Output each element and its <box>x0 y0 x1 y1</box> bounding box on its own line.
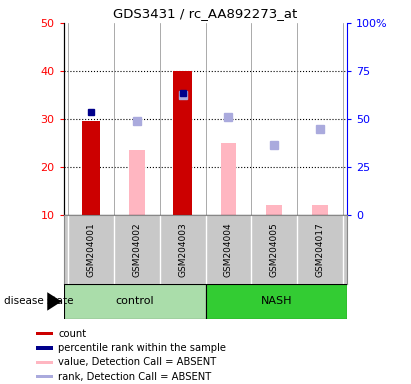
Bar <box>36 361 53 364</box>
Bar <box>82 121 100 215</box>
Text: disease state: disease state <box>4 296 74 306</box>
Text: GSM204005: GSM204005 <box>270 222 279 277</box>
Bar <box>312 205 328 215</box>
Polygon shape <box>47 292 62 311</box>
Bar <box>266 205 282 215</box>
Text: GSM204002: GSM204002 <box>132 222 141 277</box>
Bar <box>173 71 192 215</box>
Bar <box>129 150 145 215</box>
Bar <box>64 284 206 319</box>
Bar <box>36 375 53 378</box>
Text: percentile rank within the sample: percentile rank within the sample <box>58 343 226 353</box>
Text: NASH: NASH <box>261 296 292 306</box>
Text: rank, Detection Call = ABSENT: rank, Detection Call = ABSENT <box>58 372 212 382</box>
Text: control: control <box>115 296 154 306</box>
Bar <box>206 284 347 319</box>
Text: GSM204003: GSM204003 <box>178 222 187 277</box>
Bar <box>36 346 53 349</box>
Text: GSM204001: GSM204001 <box>87 222 96 277</box>
Text: GSM204004: GSM204004 <box>224 222 233 277</box>
Text: value, Detection Call = ABSENT: value, Detection Call = ABSENT <box>58 358 217 367</box>
Title: GDS3431 / rc_AA892273_at: GDS3431 / rc_AA892273_at <box>113 7 298 20</box>
Bar <box>36 332 53 335</box>
Text: GSM204017: GSM204017 <box>315 222 324 277</box>
Text: count: count <box>58 329 86 339</box>
Bar <box>221 143 236 215</box>
